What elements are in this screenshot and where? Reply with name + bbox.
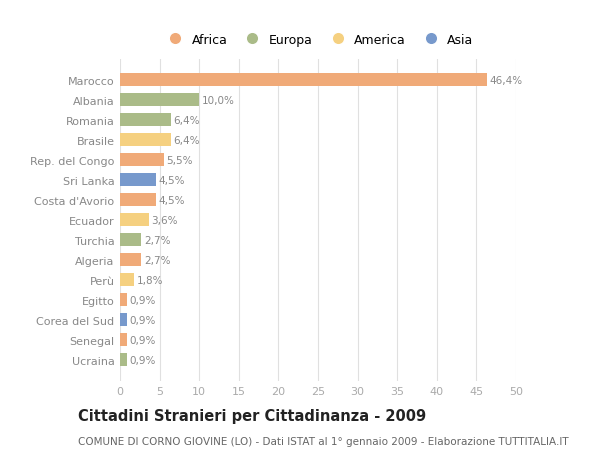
Bar <box>120 74 487 87</box>
Bar <box>120 114 170 127</box>
Text: 0,9%: 0,9% <box>130 355 156 365</box>
Bar <box>120 334 127 347</box>
Text: 4,5%: 4,5% <box>158 175 185 185</box>
Text: 5,5%: 5,5% <box>166 156 193 166</box>
Text: Cittadini Stranieri per Cittadinanza - 2009: Cittadini Stranieri per Cittadinanza - 2… <box>78 408 426 423</box>
Text: 3,6%: 3,6% <box>151 215 178 225</box>
Bar <box>120 174 155 187</box>
Text: 6,4%: 6,4% <box>173 116 200 126</box>
Text: 2,7%: 2,7% <box>144 235 170 245</box>
Text: 2,7%: 2,7% <box>144 255 170 265</box>
Text: 0,9%: 0,9% <box>130 295 156 305</box>
Text: 4,5%: 4,5% <box>158 196 185 205</box>
Text: COMUNE DI CORNO GIOVINE (LO) - Dati ISTAT al 1° gennaio 2009 - Elaborazione TUTT: COMUNE DI CORNO GIOVINE (LO) - Dati ISTA… <box>78 436 569 446</box>
Text: 10,0%: 10,0% <box>202 96 235 106</box>
Text: 6,4%: 6,4% <box>173 135 200 146</box>
Bar <box>120 254 142 267</box>
Bar <box>120 234 142 247</box>
Legend: Africa, Europa, America, Asia: Africa, Europa, America, Asia <box>163 34 473 47</box>
Bar <box>120 294 127 307</box>
Text: 0,9%: 0,9% <box>130 315 156 325</box>
Bar <box>120 134 170 147</box>
Bar <box>120 214 149 227</box>
Bar <box>120 274 134 286</box>
Text: 0,9%: 0,9% <box>130 335 156 345</box>
Bar <box>120 154 164 167</box>
Text: 1,8%: 1,8% <box>137 275 163 285</box>
Bar <box>120 94 199 107</box>
Bar <box>120 353 127 366</box>
Text: 46,4%: 46,4% <box>490 76 523 86</box>
Bar <box>120 194 155 207</box>
Bar <box>120 313 127 326</box>
